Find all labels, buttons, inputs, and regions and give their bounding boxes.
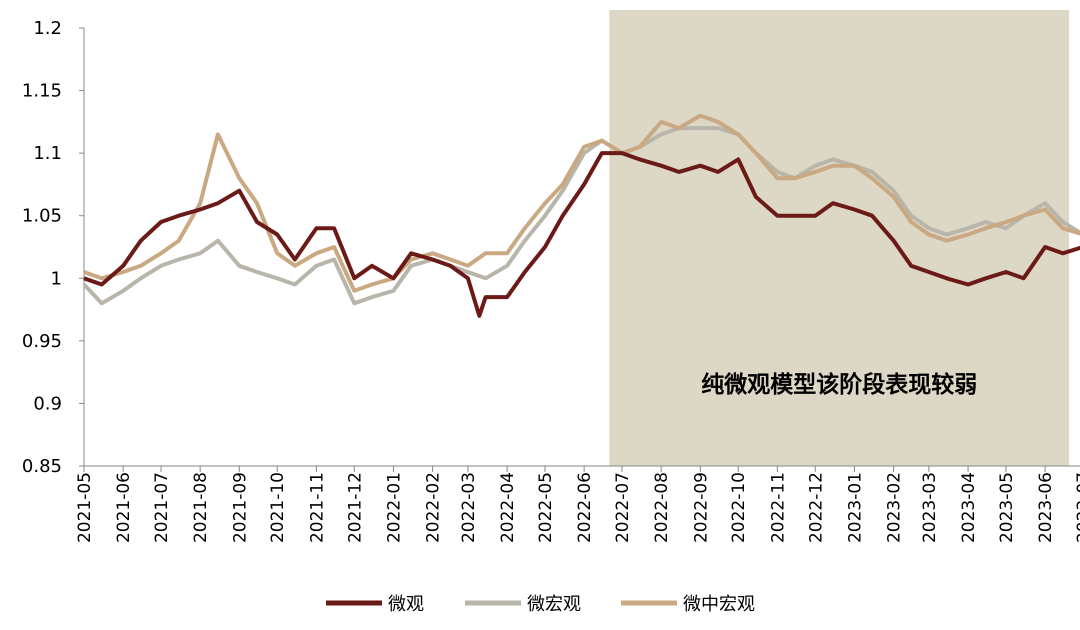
legend-label-1: 微宏观 bbox=[527, 594, 581, 615]
x-tick-label: 2022-07 bbox=[613, 472, 633, 543]
y-tick-label: 1.1 bbox=[33, 143, 62, 164]
y-tick-label: 1.05 bbox=[22, 206, 62, 227]
highlighted-period bbox=[609, 10, 1070, 466]
x-tick-label: 2021-09 bbox=[230, 472, 250, 543]
x-tick-label: 2022-11 bbox=[768, 472, 788, 543]
x-tick-label: 2023-01 bbox=[845, 472, 865, 543]
y-tick-label: 0.9 bbox=[33, 393, 62, 414]
series-line-2 bbox=[83, 113, 1080, 293]
x-tick-label: 2022-01 bbox=[384, 472, 404, 543]
series-line-0 bbox=[83, 151, 1080, 318]
x-tick-label: 2022-10 bbox=[729, 472, 749, 543]
period-annotation: 纯微观模型该阶段表现较弱 bbox=[701, 371, 977, 398]
x-tick-label: 2022-03 bbox=[459, 472, 479, 543]
x-tick-label: 2022-04 bbox=[498, 472, 518, 543]
y-tick-label: 1 bbox=[51, 268, 62, 289]
x-tick-label: 2021-11 bbox=[307, 472, 327, 543]
x-tick-label: 2023-03 bbox=[920, 472, 940, 543]
x-tick-label: 2023-05 bbox=[997, 472, 1017, 543]
x-tick-label: 2021-05 bbox=[75, 472, 95, 543]
x-tick-label: 2023-02 bbox=[885, 472, 905, 543]
x-tick-label: 2022-06 bbox=[575, 472, 595, 543]
y-tick-label: 0.85 bbox=[22, 456, 62, 477]
y-tick-label: 1.2 bbox=[33, 18, 62, 39]
y-tick-label: 1.15 bbox=[22, 81, 62, 102]
legend-label-0: 微观 bbox=[388, 594, 424, 615]
series-line-1 bbox=[82, 126, 1080, 306]
x-tick-label: 2023-07 bbox=[1074, 472, 1080, 543]
x-tick-label: 2021-06 bbox=[114, 472, 134, 543]
x-tick-label: 2021-10 bbox=[268, 472, 288, 543]
x-tick-label: 2022-09 bbox=[691, 472, 711, 543]
x-tick-label: 2021-08 bbox=[191, 472, 211, 543]
x-tick-label: 2021-07 bbox=[152, 472, 172, 543]
x-tick-label: 2022-02 bbox=[424, 472, 444, 543]
x-tick-label: 2022-05 bbox=[536, 472, 556, 543]
x-tick-label: 2022-12 bbox=[806, 472, 826, 543]
x-tick-label: 2023-04 bbox=[959, 472, 979, 543]
x-tick-label: 2022-08 bbox=[652, 472, 672, 543]
x-tick-label: 2021-12 bbox=[345, 472, 365, 543]
x-tick-label: 2023-06 bbox=[1036, 472, 1056, 543]
y-tick-label: 0.95 bbox=[22, 331, 62, 352]
legend-label-2: 微中宏观 bbox=[683, 594, 755, 615]
